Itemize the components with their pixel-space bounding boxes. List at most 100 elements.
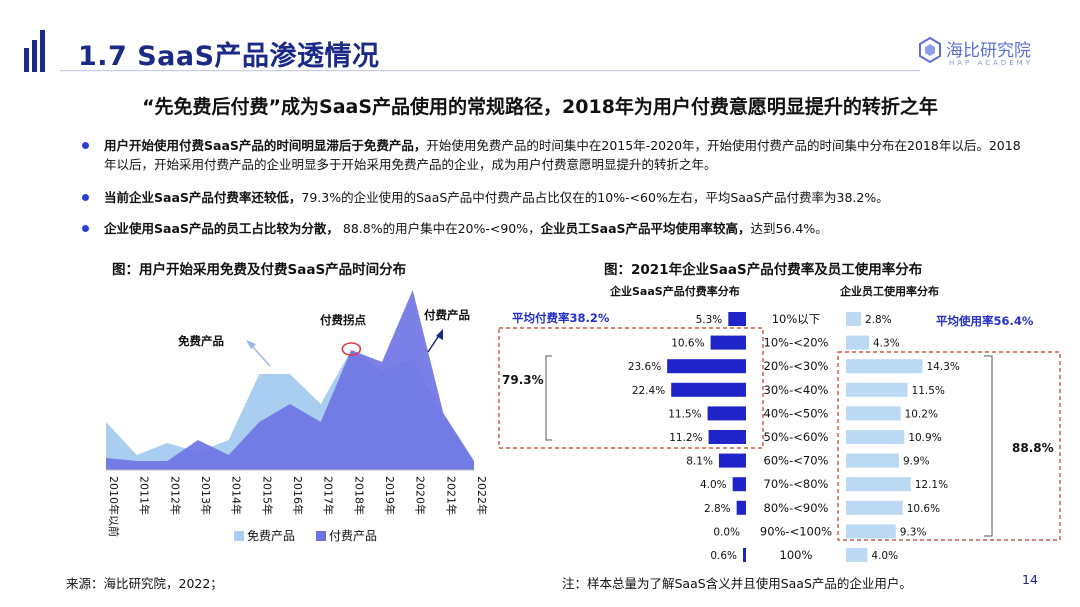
legend-swatch-1 [234,531,244,541]
category-label: 50%-<60% [764,430,829,444]
use-bar [846,477,911,492]
use-bar-label: 10.9% [908,432,941,444]
pay-bar-label: 4.0% [700,479,727,491]
pay-bar [743,548,746,562]
bullet-dot-icon [82,225,89,232]
pay-bar [671,382,746,397]
annotation-paid: 付费产品 [424,308,470,322]
pay-bar [707,406,746,421]
use-bar-label: 9.3% [900,526,927,538]
pay-bar-label: 22.4% [632,385,665,397]
pay-bar [732,477,746,492]
bullet-3-text2: 达到56.4%。 [750,221,828,236]
use-series-header: 企业员工使用率分布 [839,284,939,298]
pay-bar [728,312,746,326]
use-bar [846,548,868,562]
right-chart-title: 图：2021年企业SaaS产品付费率及员工使用率分布 [604,262,923,278]
pay-highlight-box [498,327,764,449]
logo-subtext: HAP ACADEMY [949,59,1033,67]
pay-bar [718,453,746,468]
use-bar-label: 4.3% [873,338,900,350]
pay-bar-label: 10.6% [671,338,704,350]
pay-bar-label: 11.2% [669,432,702,444]
turning-point-marker [341,342,362,356]
x-tick-label: 2021年 [444,476,458,515]
use-bar [846,453,899,468]
x-tick-label: 2018年 [352,476,366,515]
use-bar [846,382,908,397]
use-bar-label: 9.9% [903,456,930,468]
avg-use-rate-label: 平均使用率56.4% [936,314,1034,328]
bullet-2-text: 79.3%的企业使用的SaaS产品中付费产品占比仅在的10%-<60%左右，平均… [301,190,889,205]
pay-series-header: 企业SaaS产品付费率分布 [609,284,740,298]
use-bar [846,312,861,326]
sample-note: 注：样本总量为了解SaaS含义并且使用SaaS产品的企业用户。 [562,576,912,591]
use-highlight-box [837,351,1061,541]
use-bar [846,359,923,374]
bullet-item-2: 当前企业SaaS产品付费率还较低，79.3%的企业使用的SaaS产品中付费产品占… [82,188,1032,207]
bullet-dot-icon [82,142,89,149]
bullet-1-bold: 用户开始使用付费SaaS产品的时间明显滞后于免费产品， [104,138,427,153]
pay-bar-label: 11.5% [668,408,701,420]
pay-bar [708,430,746,444]
use-bar-label: 2.8% [865,314,892,326]
pay-bar-label: 23.6% [628,361,661,373]
annotation-free-arrow-head [246,340,256,349]
use-bar [846,524,896,539]
use-bar-label: 11.5% [912,385,945,397]
x-tick-label: 2017年 [322,476,336,515]
pay-bar-label: 5.3% [696,314,723,326]
x-tick-label: 2013年 [199,476,213,515]
page-number: 14 [1022,572,1038,587]
category-label: 80%-<90% [764,501,829,515]
pay-bar [736,500,746,515]
category-label: 30%-<40% [764,383,829,397]
x-tick-label: 2016年 [291,476,305,515]
legend-label-2: 付费产品 [329,529,377,543]
avg-pay-rate-label: 平均付费率38.2% [512,311,610,325]
pay-bar-label: 8.1% [686,456,713,468]
use-bar-label: 4.0% [871,550,898,562]
category-label: 40%-<50% [764,406,829,420]
x-tick-label: 2011年 [138,476,152,515]
bullet-3-text: 88.8%的用户集中在20%-<90%， [338,221,541,236]
x-tick-label: 2014年 [230,476,244,515]
pay-bracket-label: 79.3% [502,373,544,387]
left-chart-title: 图：用户开始采用免费及付费SaaS产品时间分布 [112,262,407,278]
pay-bar [667,359,746,374]
header-rule [60,70,920,72]
logo-cube-icon [919,36,941,64]
use-bar [846,335,870,350]
x-tick-label: 2010年以前 [107,476,121,537]
bullet-3-bold: 企业使用SaaS产品的员工占比较为分散， [104,221,339,236]
x-tick-label: 2022年 [475,476,489,515]
use-bracket-label: 88.8% [1012,441,1054,455]
page-title: 1.7 SaaS产品渗透情况 [78,41,380,72]
x-tick-label: 2012年 [168,476,182,515]
category-label: 90%-<100% [760,524,832,538]
x-tick-label: 2019年 [383,476,397,515]
annotation-turning-point: 付费拐点 [320,313,366,327]
category-label: 60%-<70% [764,454,829,468]
area-chart: 2010年以前 2011年 2012年 2013年 2014年 2015年 2016年 201… [106,290,489,543]
category-label: 70%-<80% [764,477,829,491]
pay-bar-label: 0.6% [710,550,737,562]
pay-bar [710,335,746,350]
bar-chart: 企业SaaS产品付费率分布 企业员工使用率分布 5.3% 10%以下 2.8% 10.6%… [498,284,1061,562]
slide-subtitle: “先免费后付费”成为SaaS产品使用的常规路径，2018年为用户付费意愿明显提升… [142,96,938,118]
use-bar [846,500,903,515]
category-label: 10%-<20% [764,336,829,350]
bullet-2-bold: 当前企业SaaS产品付费率还较低， [104,190,302,205]
bullet-dot-icon [82,194,89,201]
x-tick-label: 2020年 [414,476,428,515]
use-bar [846,406,901,421]
bullet-item-1: 用户开始使用付费SaaS产品的时间明显滞后于免费产品，开始使用免费产品的时间集中… [82,136,1032,174]
use-bar [846,430,905,444]
pay-bar-label: 2.8% [704,503,731,515]
category-label: 20%-<30% [764,359,829,373]
logo-text: 海比研究院 [946,41,1031,61]
use-bar-label: 10.2% [905,408,938,420]
annotation-free: 免费产品 [178,334,224,348]
bullet-item-3: 企业使用SaaS产品的员工占比较为分散， 88.8%的用户集中在20%-<90%… [82,219,1032,238]
bullet-3-bold2: 企业员工SaaS产品平均使用率较高， [540,221,751,236]
